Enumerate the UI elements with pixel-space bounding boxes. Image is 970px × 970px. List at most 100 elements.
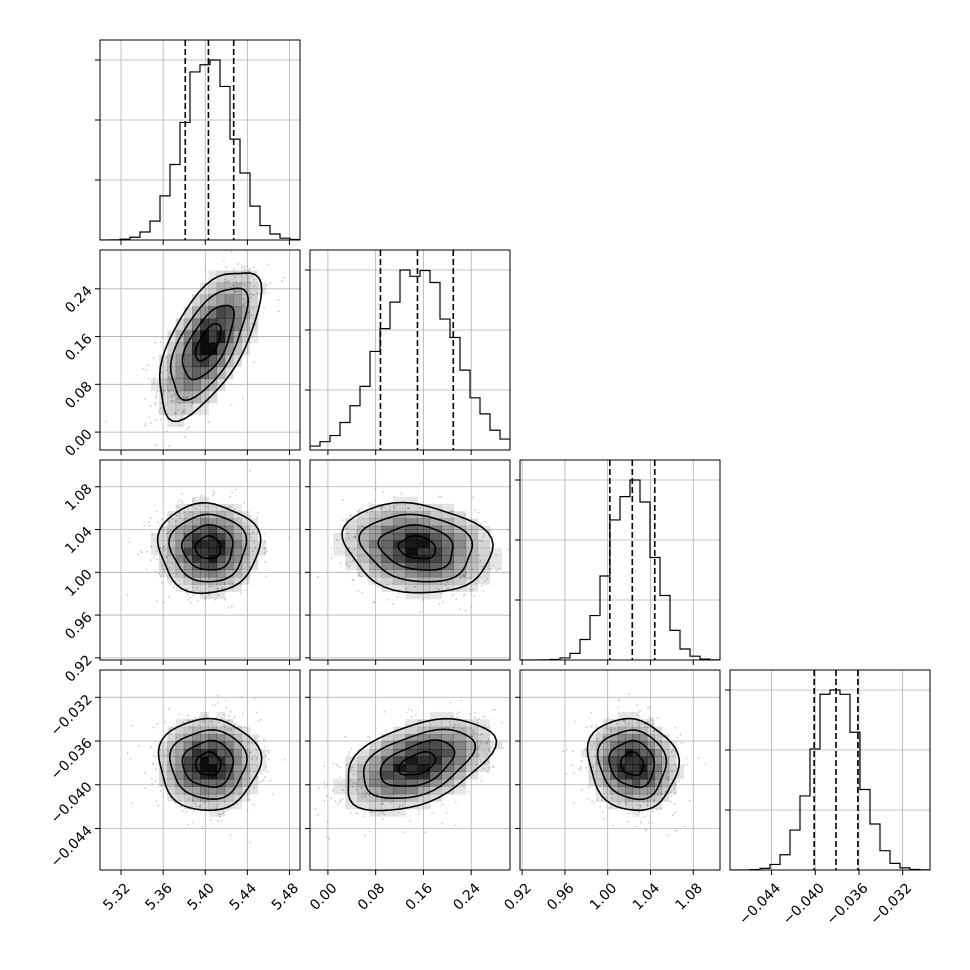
scatter-point	[236, 284, 239, 286]
density-cell	[233, 801, 242, 810]
density-cell	[224, 525, 234, 534]
scatter-point	[164, 548, 167, 551]
density-cell	[477, 764, 491, 772]
scatter-point	[244, 245, 246, 247]
density-cell	[405, 591, 418, 600]
scatter-point	[143, 398, 146, 400]
scatter-point	[141, 551, 143, 554]
density-cell	[159, 562, 168, 571]
density-cell	[345, 778, 358, 787]
scatter-point	[686, 763, 689, 765]
scatter-point	[217, 802, 220, 805]
density-cell	[357, 786, 370, 795]
scatter-point	[596, 737, 599, 740]
scatter-point	[670, 795, 673, 798]
scatter-point	[636, 714, 639, 717]
scatter-point	[495, 553, 498, 556]
scatter-point	[474, 509, 476, 511]
scatter-point	[644, 829, 647, 832]
scatter-point	[223, 810, 226, 813]
scatter-point	[152, 763, 155, 766]
contour-2	[169, 287, 249, 402]
scatter-point	[180, 417, 183, 419]
density-cell	[381, 525, 394, 534]
scatter-point	[617, 698, 620, 701]
density-cell	[453, 771, 467, 780]
scatter-point	[429, 805, 431, 808]
density-cell	[159, 390, 168, 404]
scatter-point	[352, 579, 355, 581]
density-cell	[465, 555, 479, 563]
scatter-point	[232, 284, 235, 287]
scatter-point	[469, 728, 472, 730]
scatter-point	[148, 416, 151, 418]
density-cell	[429, 771, 442, 780]
scatter-point	[605, 727, 608, 730]
scatter-point	[242, 522, 245, 525]
density-cell	[233, 354, 242, 368]
density-cell	[208, 734, 218, 743]
density-cell	[381, 540, 394, 549]
density-cell	[175, 741, 185, 750]
density-cell	[417, 518, 430, 527]
scatter-point	[175, 411, 177, 414]
density-cell	[465, 741, 479, 750]
density-cell	[429, 555, 442, 563]
scatter-point	[192, 586, 195, 589]
x-tick-label: −0.036	[824, 880, 872, 928]
scatter-point	[647, 721, 649, 724]
scatter-point	[492, 708, 494, 711]
density-cell	[429, 793, 442, 802]
scatter-point	[480, 742, 483, 745]
density-cell	[175, 402, 185, 416]
scatter-point	[216, 805, 219, 807]
scatter-point	[383, 813, 386, 816]
scatter-point	[203, 802, 206, 804]
scatter-point	[156, 550, 159, 552]
scatter-point	[243, 502, 246, 504]
scatter-point	[398, 805, 401, 808]
density-cell	[224, 786, 234, 795]
scatter-point	[144, 786, 147, 789]
density-cell	[233, 540, 242, 549]
scatter-point	[476, 721, 479, 724]
density-cell	[167, 734, 177, 743]
scatter-point	[373, 601, 376, 604]
density-cell	[393, 547, 406, 556]
density-cell	[632, 764, 641, 772]
scatter-point	[191, 821, 194, 824]
density-cell	[357, 562, 370, 571]
density-cell	[208, 390, 218, 404]
scatter-point	[599, 785, 601, 787]
scatter-point	[410, 709, 413, 712]
y-tick-label: −0.032	[48, 692, 96, 740]
scatter-point	[513, 548, 515, 550]
scatter-point	[456, 712, 458, 715]
density-cell	[603, 786, 611, 795]
scatter-point	[647, 707, 649, 710]
scatter-point	[453, 726, 455, 729]
scatter-point	[349, 811, 352, 814]
scatter-point	[367, 579, 370, 582]
density-cell	[441, 764, 454, 772]
scatter-point	[565, 748, 568, 751]
contour-2	[169, 728, 248, 801]
scatter-point	[288, 537, 291, 539]
scatter-point	[478, 539, 481, 542]
scatter-point	[481, 732, 483, 735]
scatter-point	[676, 736, 679, 739]
scatter-point	[646, 802, 649, 805]
scatter-point	[128, 541, 131, 544]
density-cell	[241, 330, 250, 343]
density-cell	[175, 318, 185, 331]
density-cell	[249, 555, 259, 563]
scatter-point	[474, 711, 477, 714]
scatter-point	[404, 587, 407, 590]
scatter-point	[596, 799, 599, 801]
density-cell	[241, 756, 250, 765]
density-cell	[167, 390, 177, 404]
scatter-point	[235, 281, 237, 284]
density-cell	[150, 547, 160, 556]
scatter-point	[228, 582, 231, 584]
density-cell	[588, 778, 597, 787]
